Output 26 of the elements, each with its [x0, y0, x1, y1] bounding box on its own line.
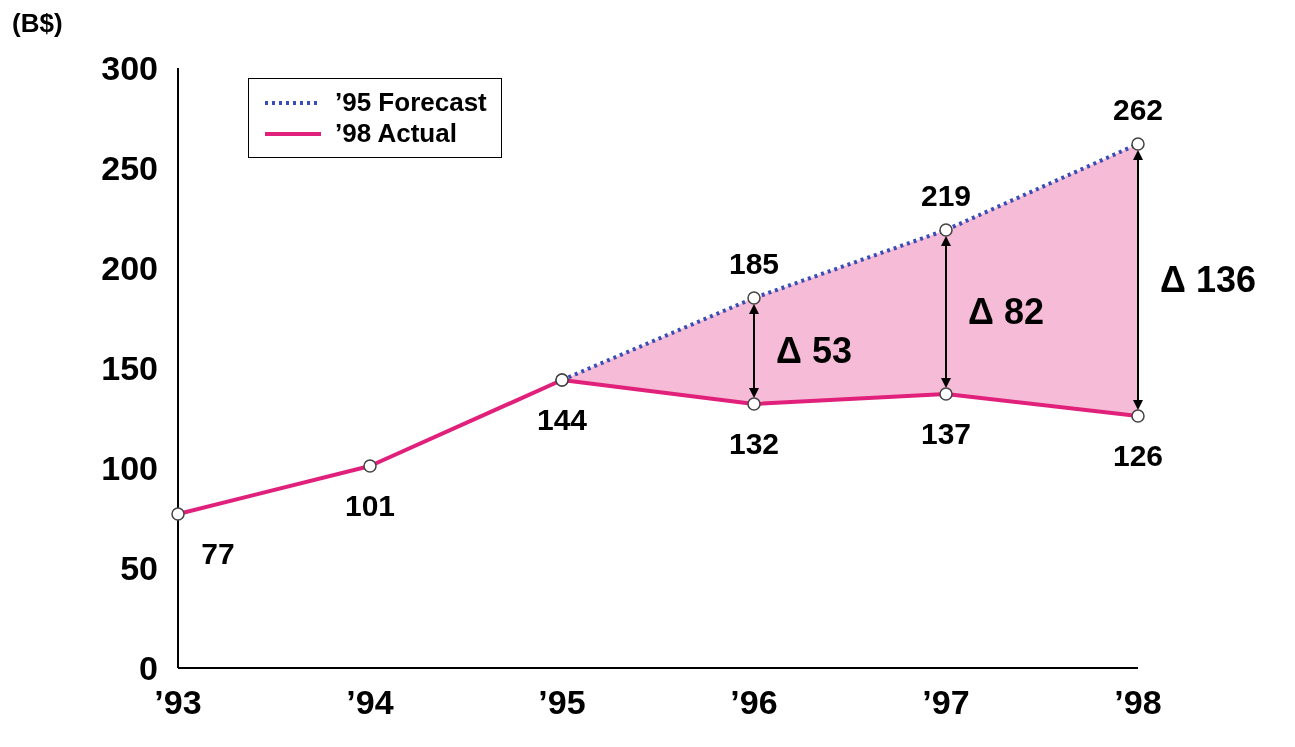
- data-label: 101: [344, 489, 396, 522]
- y-tick-label: 250: [101, 149, 158, 188]
- data-label: 137: [920, 417, 972, 450]
- data-label: 185: [728, 247, 780, 280]
- text: Δ 136: [1160, 259, 1256, 300]
- y-tick-label: 200: [101, 249, 158, 288]
- data-label: 262: [1112, 93, 1164, 126]
- data-label: 126: [1112, 439, 1164, 472]
- y-tick-label: 100: [101, 449, 158, 488]
- annotation: Δ 53: [776, 330, 852, 371]
- data-label: 132: [728, 427, 780, 460]
- data-label: 77: [201, 537, 235, 570]
- x-tick-label: ’98: [1114, 683, 1162, 722]
- y-tick-label: 50: [120, 549, 158, 588]
- annotation: Δ 82: [968, 291, 1044, 332]
- data-label: 219: [920, 179, 972, 212]
- legend-label: ’98 Actual: [335, 118, 457, 149]
- y-tick-label: 300: [101, 49, 158, 88]
- x-tick-label: ’96: [730, 683, 778, 722]
- legend-label: ’95 Forecast: [335, 87, 487, 118]
- data-label: 144: [536, 403, 588, 436]
- x-tick-label: ’97: [922, 683, 970, 722]
- x-tick-label: ’94: [346, 683, 394, 722]
- x-tick-label: ’95: [538, 683, 586, 722]
- y-tick-label: 150: [101, 349, 158, 388]
- text: (B$): [12, 8, 63, 39]
